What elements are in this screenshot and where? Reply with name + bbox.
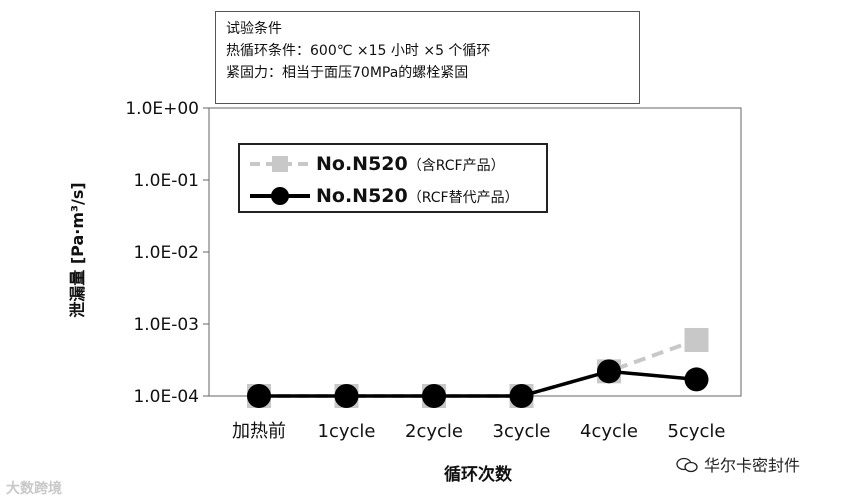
legend-entry-rcf: No.N520（含RCF产品） (240, 149, 546, 179)
conditions-line-2: 紧固力：相当于面压70MPa的螺栓紧固 (226, 65, 469, 81)
test-conditions-box: 试验条件 热循环条件：600℃ ×15 小时 ×5 个循环 紧固力：相当于面压7… (215, 11, 640, 104)
series-line-1 (259, 369, 697, 398)
y-tick-label: 1.0E-03 (133, 315, 199, 335)
legend-entry-rcf-alt: No.N520（RCF替代产品） (240, 181, 546, 211)
x-tick-label: 4cycle (580, 421, 638, 442)
x-tick-label: 1cycle (318, 421, 376, 442)
x-tick-label: 2cycle (405, 421, 463, 442)
legend-label-rcf-alt: No.N520（RCF替代产品） (316, 185, 519, 207)
x-tick-label: 加热前 (232, 421, 286, 442)
series-1-point-2 (422, 384, 446, 408)
y-tick-label: 1.0E-01 (133, 171, 199, 191)
conditions-line-1: 热循环条件：600℃ ×15 小时 ×5 个循环 (226, 43, 491, 59)
watermark-right: 华尔卡密封件 (676, 452, 800, 476)
series-0-point-5 (684, 327, 709, 352)
watermark-left: 大数跨境 (6, 481, 62, 497)
series-1-point-4 (597, 359, 621, 384)
series-1-point-3 (509, 384, 534, 408)
legend-swatch-square (250, 156, 310, 172)
x-axis-title: 循环次数 (444, 465, 512, 485)
legend: No.N520（含RCF产品） No.N520（RCF替代产品） (238, 143, 548, 213)
y-tick-label: 1.0E+00 (125, 99, 199, 119)
conditions-heading: 试验条件 (226, 21, 282, 37)
legend-swatch-circle (250, 187, 310, 205)
x-tick-label: 3cycle (493, 421, 551, 442)
y-tick-label: 1.0E-02 (133, 243, 199, 263)
x-tick-label: 5cycle (668, 421, 726, 442)
y-tick-label: 1.0E-04 (133, 387, 199, 407)
watermark-right-text: 华尔卡密封件 (704, 456, 801, 475)
wechat-icon (676, 457, 698, 473)
series-1-point-1 (334, 384, 359, 408)
series-line-0 (259, 338, 698, 398)
legend-label-rcf: No.N520（含RCF产品） (316, 153, 505, 175)
series-1-point-0 (247, 384, 271, 408)
series-1-point-5 (684, 367, 709, 392)
